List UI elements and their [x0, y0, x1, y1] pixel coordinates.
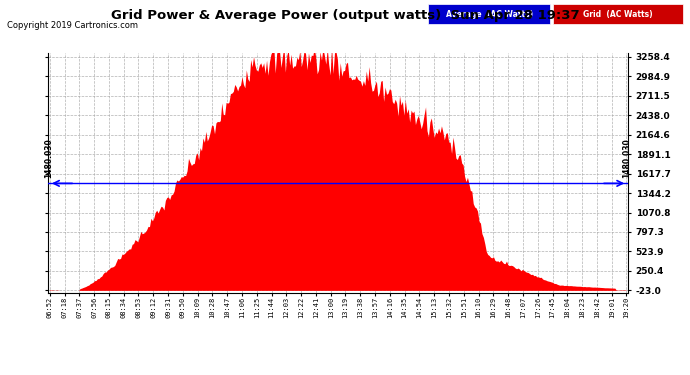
Text: Average  (AC Watts): Average (AC Watts) [446, 10, 533, 18]
FancyBboxPatch shape [428, 4, 551, 24]
Text: 1480.030: 1480.030 [45, 138, 54, 178]
Text: Grid Power & Average Power (output watts)  Sun Apr 28 19:37: Grid Power & Average Power (output watts… [110, 9, 580, 22]
FancyBboxPatch shape [553, 4, 683, 24]
Text: 1480.030: 1480.030 [622, 138, 631, 178]
Text: Copyright 2019 Cartronics.com: Copyright 2019 Cartronics.com [7, 21, 138, 30]
Text: Grid  (AC Watts): Grid (AC Watts) [583, 10, 653, 18]
